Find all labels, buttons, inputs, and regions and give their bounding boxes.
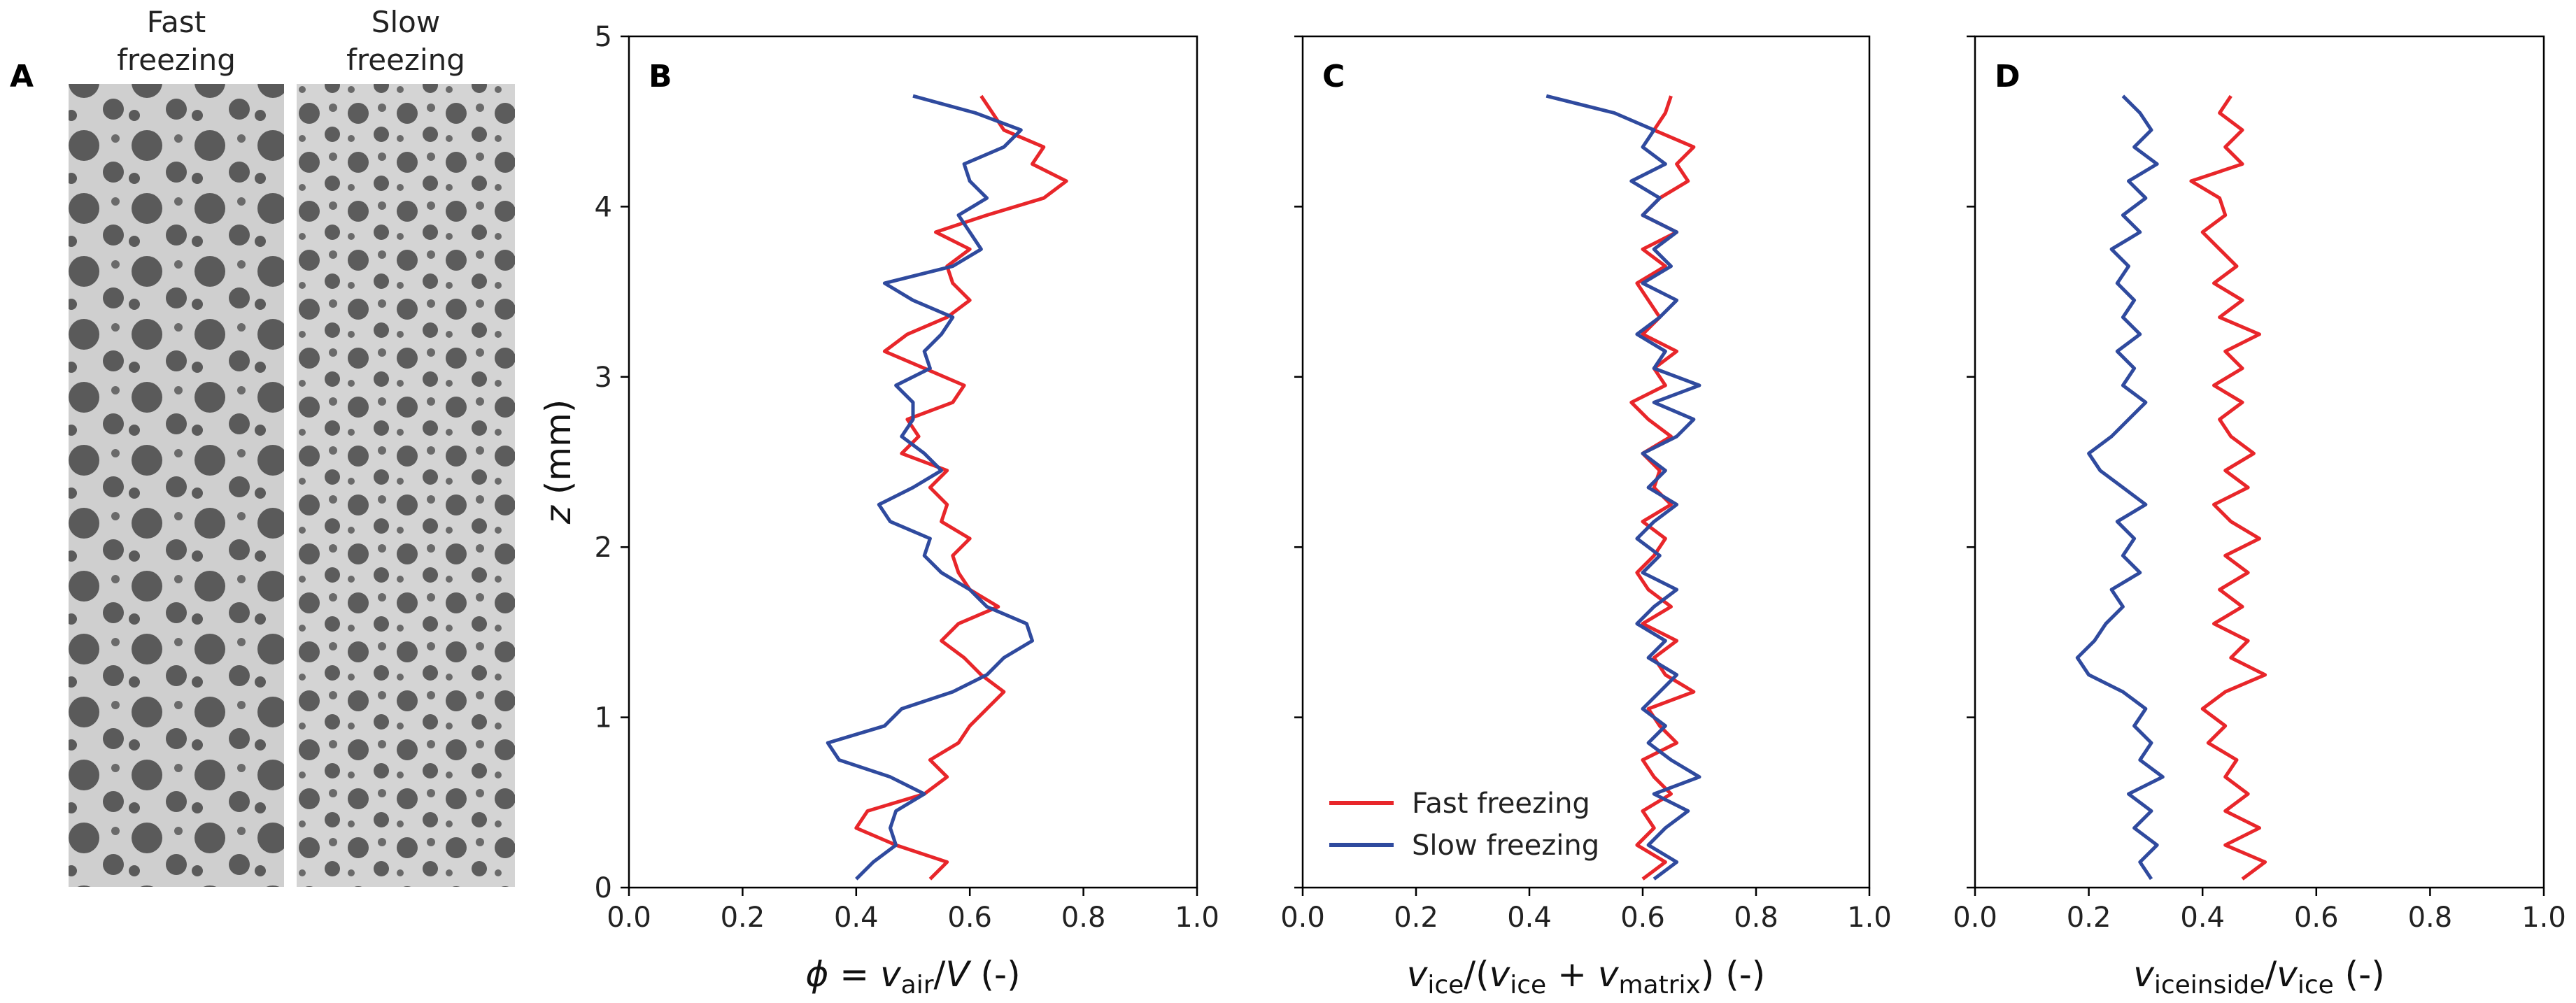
series-line-fast-freezing-b	[854, 94, 1068, 881]
x-tick-label-b: 1.0	[1175, 902, 1219, 934]
series-lines-c	[1545, 94, 1701, 881]
axes-frame-c	[1301, 35, 1871, 889]
series-line-fast-freezing-c	[1629, 95, 1696, 881]
y-tick-label: 0	[595, 872, 612, 904]
x-tick-label-c: 0.2	[1394, 902, 1438, 934]
panel-a: A Fast freezing Slow freezing	[10, 5, 515, 887]
series-lines-d	[2075, 94, 2267, 881]
legend-label-slow: Slow freezing	[1412, 830, 1599, 862]
y-tick-label: 3	[595, 362, 612, 394]
series-line-slow-freezing-d	[2075, 94, 2165, 881]
series-line-slow-freezing-b	[826, 94, 1034, 881]
caption-fast-line1: Fast	[147, 5, 206, 39]
x-ticks-c: 0.0 0.2 0.4 0.6 0.8 1.0	[1280, 888, 1892, 934]
x-tick-label-b: 0.8	[1061, 902, 1106, 934]
x-tick-label-b: 0.0	[607, 902, 651, 934]
x-tick-label-d: 0.4	[2180, 902, 2225, 934]
y-tick-label: 5	[595, 21, 612, 53]
x-tick-label-d: 1.0	[2521, 902, 2566, 934]
panel-b: B 0.0 0.2 0.4 0.6 0.8 1.0 0 1 2 3 4 5 ϕ = vair/V (…	[538, 21, 1219, 1000]
x-tick-label-d: 0.8	[2408, 902, 2453, 934]
x-axis-label-b: ϕ = vair/V (-)	[805, 954, 1020, 1000]
x-tick-label-d: 0.2	[2067, 902, 2111, 934]
caption-fast-line2: freezing	[117, 43, 236, 77]
y-axis-label: z (mm)	[538, 399, 579, 525]
legend: Fast freezing Slow freezing	[1329, 788, 1599, 862]
series-line-slow-freezing-c	[1545, 94, 1701, 881]
panel-c: C 0.0 0.2 0.4 0.6 0.8 1.0 vice/(vice + vmatri…	[1280, 35, 1892, 1000]
axes-frame-d	[1974, 35, 2545, 889]
caption-slow-line2: freezing	[346, 43, 465, 77]
x-tick-label-c: 0.6	[1620, 902, 1665, 934]
x-tick-label-d: 0.6	[2294, 902, 2339, 934]
series-line-fast-freezing-d	[2189, 94, 2267, 881]
micrograph-slow-freezing	[297, 84, 515, 887]
series-lines-b	[826, 94, 1068, 881]
axes-frame-b	[628, 35, 1198, 889]
x-tick-label-b: 0.6	[947, 902, 992, 934]
x-tick-label-b: 0.2	[721, 902, 765, 934]
y-tick-label: 4	[595, 191, 612, 223]
x-tick-label-b: 0.4	[834, 902, 879, 934]
panel-letter-d: D	[1995, 59, 2021, 94]
x-tick-label-c: 0.4	[1507, 902, 1552, 934]
y-ticks-c	[1294, 35, 1303, 889]
panel-d: D 0.0 0.2 0.4 0.6 0.8 1.0 viceinside/vice (-)	[1953, 35, 2566, 1000]
x-tick-label-d: 0.0	[1953, 902, 1997, 934]
y-tick-label: 1	[595, 702, 612, 734]
panel-letter-a: A	[10, 59, 34, 94]
x-ticks-b: 0.0 0.2 0.4 0.6 0.8 1.0	[607, 888, 1219, 934]
y-ticks-b: 0 1 2 3 4 5	[595, 21, 629, 904]
y-ticks-d	[1967, 35, 1975, 889]
panel-letter-c: C	[1322, 59, 1345, 94]
x-axis-label-d: viceinside/vice (-)	[2133, 954, 2384, 1000]
panel-letter-b: B	[649, 59, 672, 94]
x-tick-label-c: 0.8	[1734, 902, 1778, 934]
x-axis-label-c: vice/(vice + vmatrix) (-)	[1407, 954, 1766, 1000]
x-ticks-d: 0.0 0.2 0.4 0.6 0.8 1.0	[1953, 888, 2566, 934]
y-tick-label: 2	[595, 532, 612, 564]
x-tick-label-c: 1.0	[1847, 902, 1892, 934]
micrograph-fast-freezing	[69, 84, 284, 887]
x-tick-label-c: 0.0	[1280, 902, 1325, 934]
legend-label-fast: Fast freezing	[1412, 788, 1590, 820]
caption-slow-line1: Slow	[371, 5, 440, 39]
